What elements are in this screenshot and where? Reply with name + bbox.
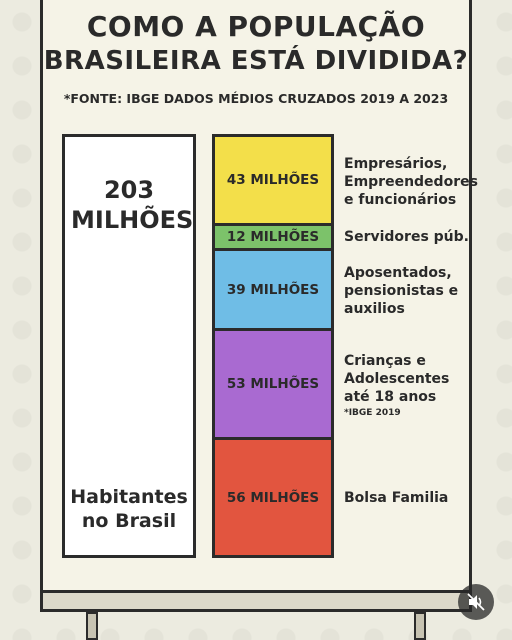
mute-button[interactable] <box>458 584 494 620</box>
segment-label-text: Crianças e Adolescentes até 18 anos <box>344 353 450 405</box>
board-leg-right <box>414 612 426 640</box>
total-population-caption: Habitantes no Brasil <box>70 486 188 532</box>
segment-4: 53 MILHÕES <box>215 331 331 440</box>
board-leg-left <box>86 612 98 640</box>
segment-3: 39 MILHÕES <box>215 251 331 331</box>
population-stack: 43 MILHÕES 12 MILHÕES 39 MILHÕES 53 MILHÕES… <box>212 134 334 558</box>
segment-label-1: Empresários, Empreendedores e funcionári… <box>344 155 478 209</box>
segment-label-4: Crianças e Adolescentes até 18 anos *IBGE… <box>344 352 474 419</box>
segment-label-3: Aposentados, pensionistas e auxilios <box>344 264 474 318</box>
source-note: *FONTE: IBGE DADOS MÉDIOS CRUZADOS 2019 … <box>63 91 449 106</box>
total-population-value: 203 MILHÕES <box>71 176 194 234</box>
segment-label-text: Servidores púb. <box>344 229 469 245</box>
speaker-muted-icon <box>467 593 485 611</box>
segment-value: 12 MILHÕES <box>226 229 320 245</box>
segment-label-text: Aposentados, pensionistas e auxilios <box>344 265 459 317</box>
segment-value: 43 MILHÕES <box>226 172 320 188</box>
segment-2: 12 MILHÕES <box>215 226 331 251</box>
segment-note: *IBGE 2019 <box>344 408 401 418</box>
segment-label-text: Empresários, Empreendedores e funcionári… <box>344 156 478 208</box>
segment-value: 53 MILHÕES <box>226 376 320 392</box>
board-ledge <box>40 590 472 612</box>
segment-label-text: Bolsa Familia <box>344 490 449 506</box>
segment-1: 43 MILHÕES <box>215 137 331 226</box>
segment-label-2: Servidores púb. <box>344 228 474 246</box>
segment-label-5: Bolsa Familia <box>344 489 474 507</box>
title-line-2: BRASILEIRA ESTÁ DIVIDIDA? <box>43 46 469 76</box>
total-population-box: 203 MILHÕES Habitantes no Brasil <box>62 134 196 558</box>
title-line-1: COMO A POPULAÇÃO <box>86 10 426 43</box>
segment-value: 56 MILHÕES <box>226 489 320 506</box>
segment-5: 56 MILHÕES <box>215 440 331 555</box>
segment-value: 39 MILHÕES <box>226 281 320 298</box>
